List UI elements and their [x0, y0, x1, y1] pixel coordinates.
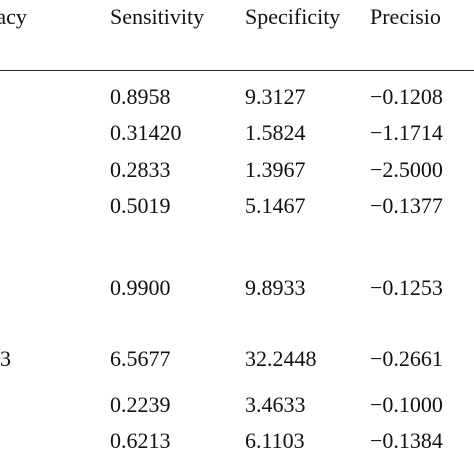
precision-cell: −1.1714: [370, 120, 443, 145]
sensitivity-cell: 6.5677: [110, 346, 171, 371]
precision-cell: −0.2661: [370, 346, 443, 371]
specificity-cell: 1.3967: [245, 157, 306, 182]
precision-cell: −2.5000: [370, 157, 443, 182]
sensitivity-cell: 0.5019: [110, 193, 171, 218]
sensitivity-cell: 0.8958: [110, 84, 171, 109]
sensitivity-cell: 0.2833: [110, 157, 171, 182]
specificity-cell: 9.3127: [245, 84, 306, 109]
sensitivity-cell: 0.2239: [110, 392, 171, 417]
accuracy-cell: 063: [0, 346, 11, 371]
precision-cell: −0.1000: [370, 392, 443, 417]
specificity-cell: 3.4633: [245, 392, 306, 417]
specificity-cell: 9.8933: [245, 275, 306, 300]
column-header-precision: Precisio: [370, 4, 441, 29]
sensitivity-cell: 0.31420: [110, 120, 182, 145]
precision-cell: −0.1377: [370, 193, 443, 218]
precision-cell: −0.1208: [370, 84, 443, 109]
sensitivity-cell: 0.9900: [110, 275, 171, 300]
column-header-specificity: Specificity: [245, 4, 341, 29]
column-header-sensitivity: Sensitivity: [110, 4, 205, 29]
precision-cell: −0.1253: [370, 275, 443, 300]
header-rule: [0, 70, 474, 71]
specificity-cell: 1.5824: [245, 120, 306, 145]
column-header-accuracy: uracy: [0, 4, 27, 29]
sensitivity-cell: 0.6213: [110, 428, 171, 453]
precision-cell: −0.1384: [370, 428, 443, 453]
specificity-cell: 5.1467: [245, 193, 306, 218]
specificity-cell: 32.2448: [245, 346, 317, 371]
specificity-cell: 6.1103: [245, 428, 305, 453]
